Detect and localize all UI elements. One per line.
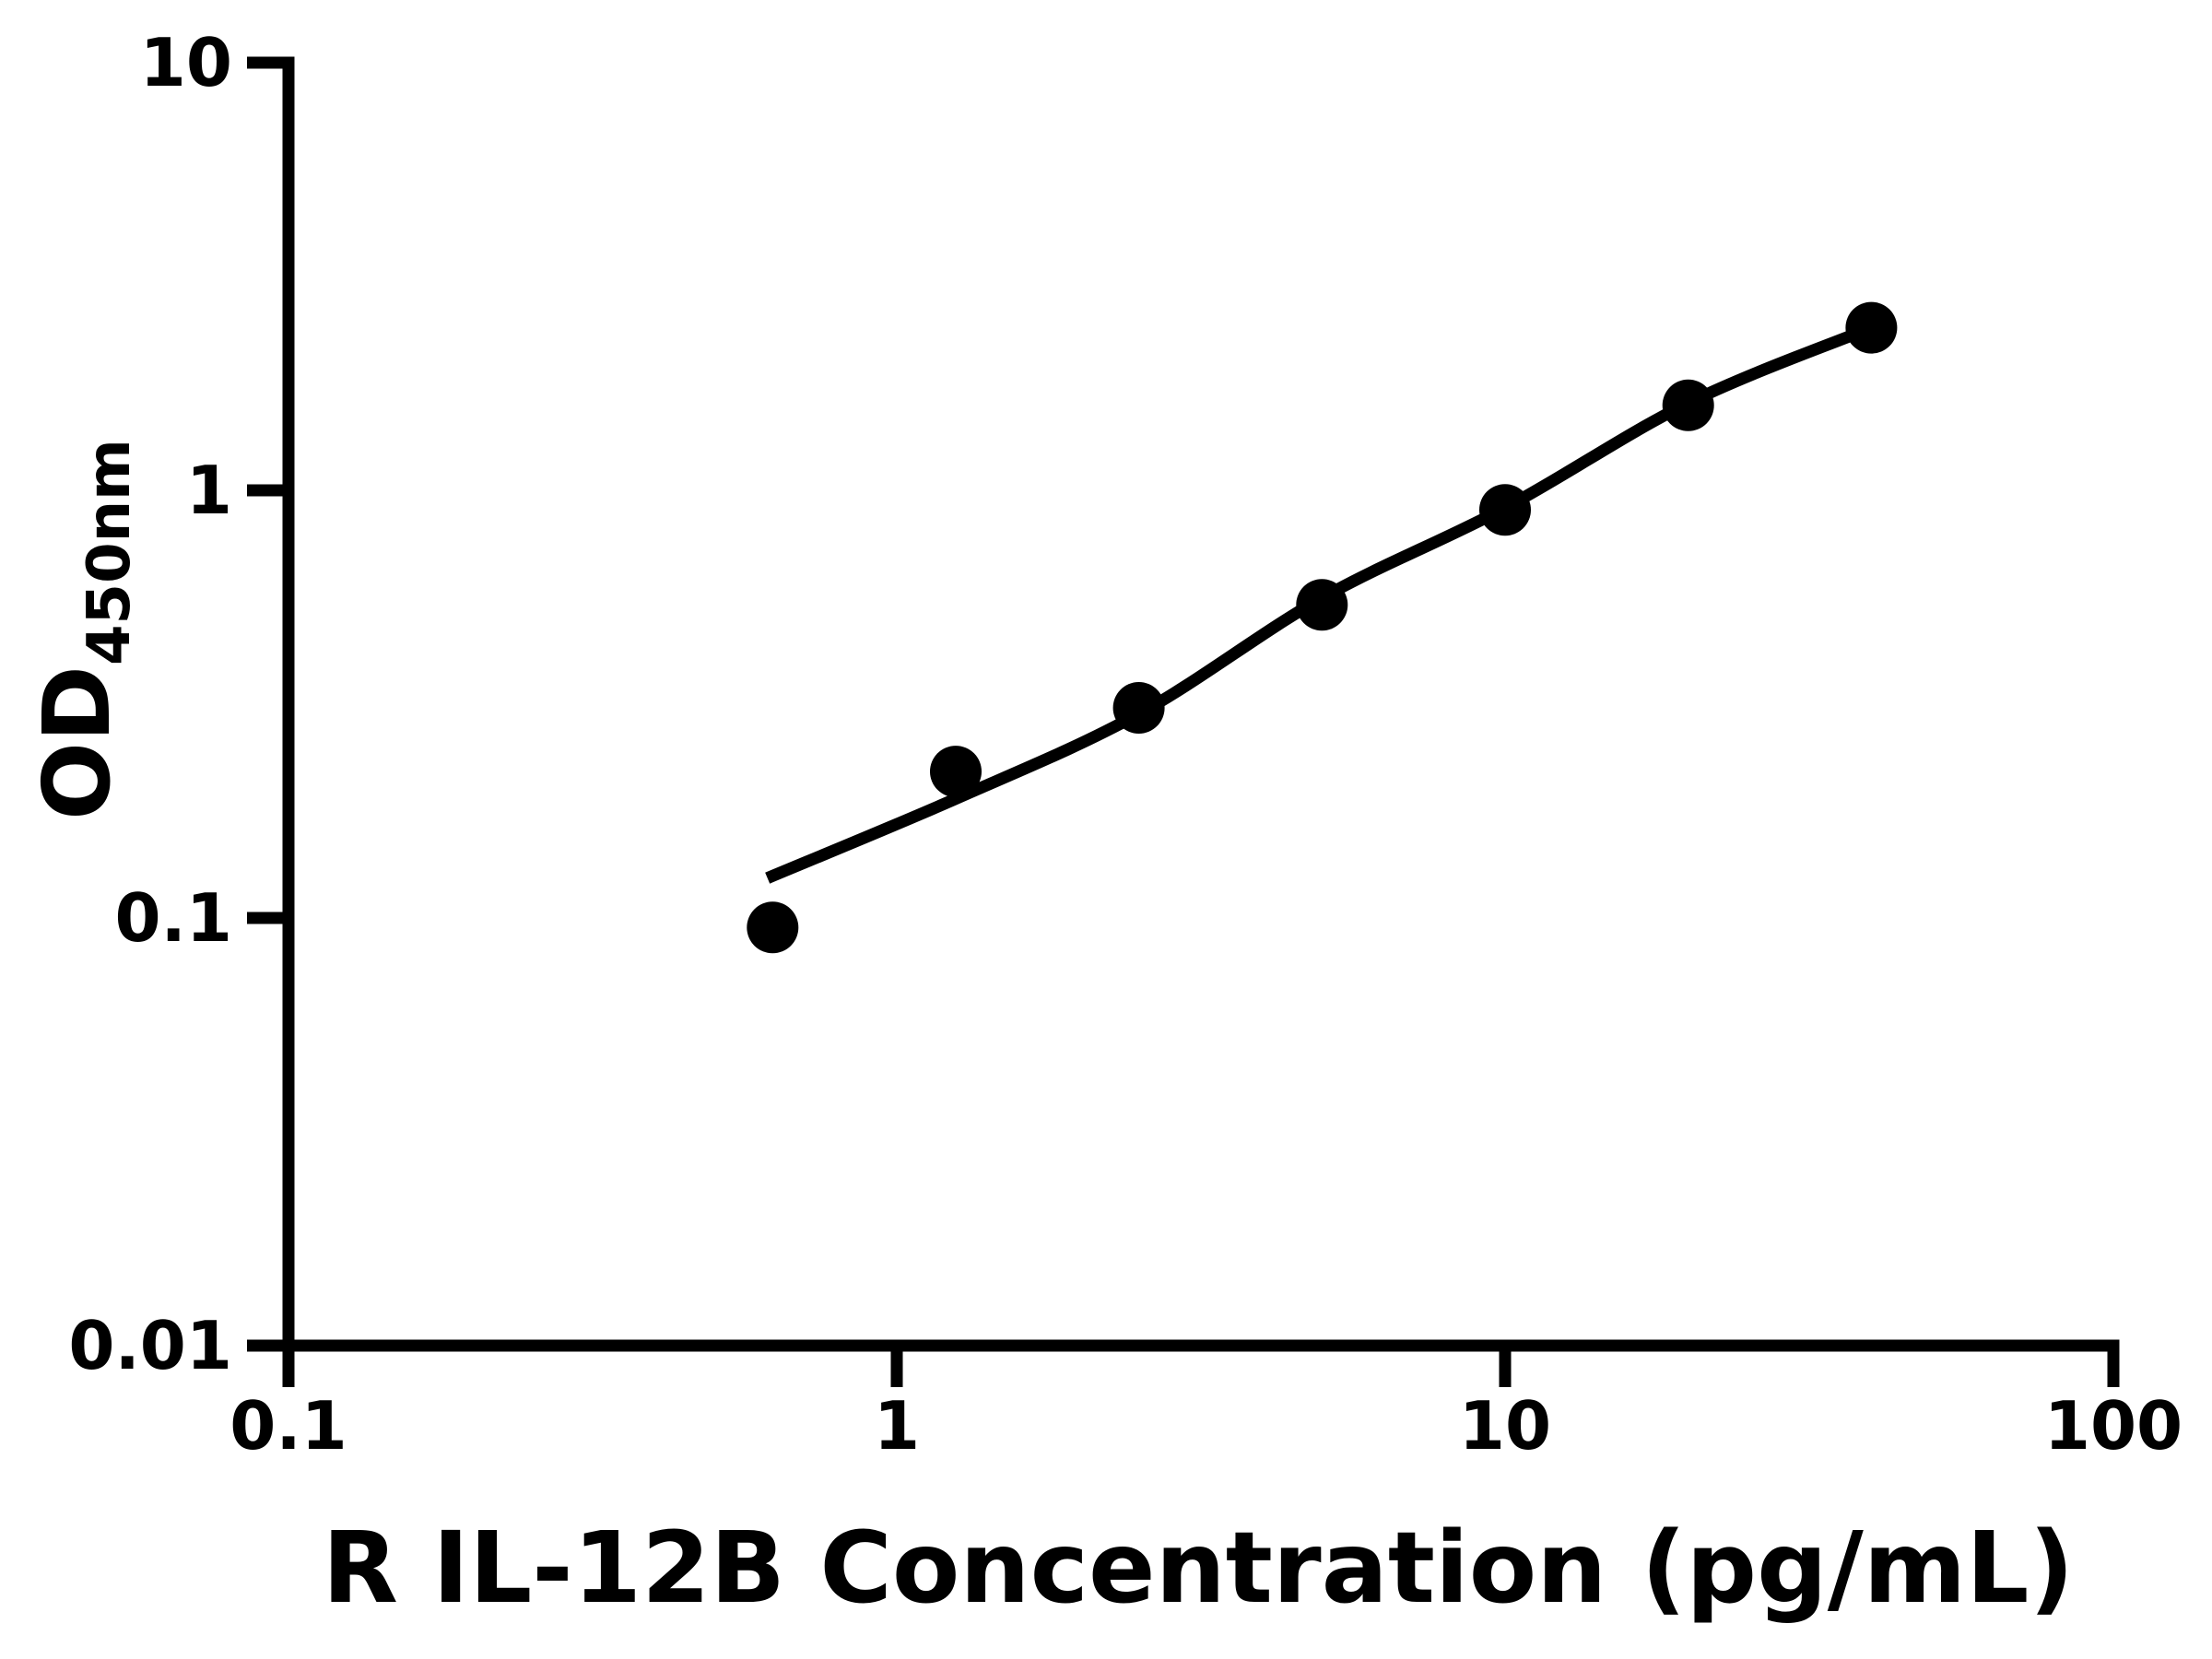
y-axis-title: OD450nm: [23, 439, 144, 820]
y-tick-label-1: 1: [186, 452, 232, 529]
data-point: [1296, 579, 1348, 631]
x-tick-label-100: 100: [2044, 1387, 2183, 1465]
y-tick-label-10: 10: [140, 24, 232, 101]
axis-labels: 10 1 0.1 0.01 0.1 1 10 100 R IL-12B Conc…: [23, 24, 2183, 1626]
y-axis-title-subscript: 450nm: [76, 439, 144, 665]
data-point: [1845, 301, 1898, 354]
y-tick-label-0.01: 0.01: [68, 1307, 232, 1384]
x-tick-label-10: 10: [1459, 1387, 1551, 1465]
x-tick-label-1: 1: [874, 1387, 920, 1465]
data-point: [1112, 682, 1165, 734]
data-point: [930, 746, 982, 798]
y-tick-label-0.1: 0.1: [114, 879, 232, 957]
x-axis-title: R IL-12B Concentration (pg/mL): [323, 1512, 2075, 1626]
plot-area: [247, 56, 2120, 1387]
y-axis-title-main: OD: [23, 665, 131, 820]
y-axis: [247, 56, 295, 1387]
x-tick-label-0.1: 0.1: [229, 1387, 347, 1465]
x-axis: [247, 1339, 2120, 1387]
data-point: [1662, 379, 1714, 431]
data-point: [747, 901, 799, 954]
data-point: [1479, 484, 1531, 536]
